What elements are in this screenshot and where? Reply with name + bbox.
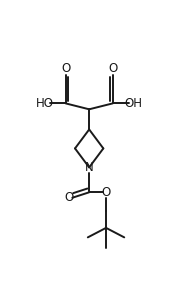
Text: O: O — [101, 186, 111, 199]
Text: N: N — [85, 161, 94, 174]
Text: OH: OH — [124, 97, 142, 110]
Text: HO: HO — [36, 97, 54, 110]
Text: O: O — [108, 62, 117, 75]
Text: O: O — [61, 62, 70, 75]
Text: O: O — [64, 191, 74, 204]
